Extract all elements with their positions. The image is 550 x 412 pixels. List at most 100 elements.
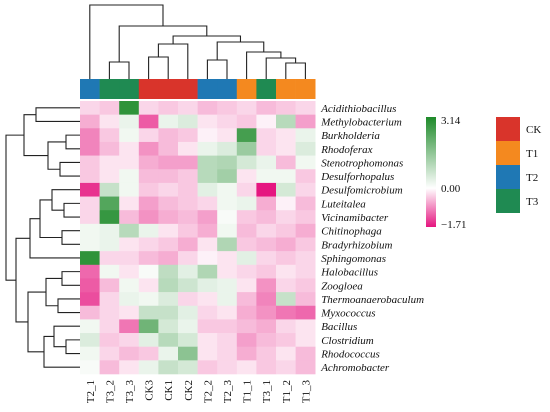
- heatmap-cell: [119, 264, 140, 279]
- group-bar-cell: [119, 79, 140, 99]
- heatmap-cell: [138, 114, 159, 129]
- heatmap-cell: [99, 128, 120, 143]
- heatmap-cell: [197, 333, 218, 347]
- row-dendrogram: [5, 107, 80, 368]
- dendrogram-branch: [157, 43, 189, 79]
- column-label: T3_2: [104, 380, 116, 403]
- heatmap-cell: [158, 333, 179, 347]
- dendrogram-branch: [89, 4, 164, 79]
- heatmap-cell: [138, 346, 159, 361]
- heatmap-cell: [158, 251, 179, 266]
- heatmap-cell: [197, 346, 218, 361]
- heatmap-cell: [158, 128, 179, 143]
- group-bar-cell: [276, 79, 296, 99]
- heatmap-cell: [236, 360, 257, 375]
- heatmap-cell: [295, 360, 316, 375]
- heatmap-cell: [276, 182, 296, 197]
- heatmap-cell: [276, 210, 296, 225]
- column-label: CK3: [144, 380, 156, 401]
- heatmap-cell: [256, 141, 277, 156]
- heatmap-cell: [217, 360, 238, 375]
- heatmap-cell: [119, 292, 140, 307]
- heatmap-cell: [158, 155, 179, 170]
- heatmap-cell: [119, 333, 140, 347]
- column-label: T1_2: [281, 380, 293, 403]
- heatmap-cell: [295, 305, 316, 320]
- group-legend: CK T1 T2 T3: [496, 117, 541, 213]
- heatmap-cell: [119, 101, 140, 115]
- heatmap-cell: [99, 237, 120, 252]
- heatmap-cell: [276, 196, 296, 211]
- heatmap-cell: [138, 155, 159, 170]
- heatmap-cell: [80, 128, 100, 143]
- color-scale-tick-label: 3.14: [441, 115, 461, 127]
- heatmap-cell: [138, 251, 159, 266]
- heatmap-cell: [138, 101, 159, 115]
- heatmap-cell: [119, 278, 140, 293]
- heatmap-cell: [138, 264, 159, 279]
- heatmap-cell: [99, 182, 120, 197]
- heatmap-cell: [178, 210, 198, 225]
- row-label: Stenotrophomonas: [321, 157, 403, 169]
- heatmap-cell: [276, 278, 296, 293]
- heatmap-cell: [217, 196, 238, 211]
- heatmap-cell: [138, 210, 159, 225]
- heatmap-cell: [276, 169, 296, 184]
- heatmap-cell: [119, 223, 140, 238]
- heatmap-cell: [276, 141, 296, 156]
- heatmap-cell: [99, 264, 120, 279]
- dendrogram-branch: [148, 56, 169, 79]
- row-label: Thermoanaerobaculum: [321, 294, 424, 306]
- heatmap-cell: [158, 182, 179, 197]
- heatmap-cell: [256, 305, 277, 320]
- heatmap-cell: [236, 196, 257, 211]
- group-legend-swatch: [496, 117, 520, 141]
- heatmap-cell: [119, 196, 140, 211]
- heatmap-cell: [236, 210, 257, 225]
- heatmap-cell: [178, 182, 198, 197]
- heatmap-cell: [276, 101, 296, 115]
- heatmap-cell: [197, 141, 218, 156]
- heatmap-cell: [295, 223, 316, 238]
- heatmap-cell: [158, 210, 179, 225]
- row-label: Bradyrhizobium: [321, 239, 392, 251]
- heatmap-cell: [158, 114, 179, 129]
- heatmap-cell: [138, 237, 159, 252]
- heatmap-cell: [256, 319, 277, 334]
- heatmap-cell: [217, 319, 238, 334]
- heatmap-cell: [158, 319, 179, 334]
- heatmap-cell: [80, 141, 100, 156]
- heatmap-cell: [197, 210, 218, 225]
- column-dendrogram: [89, 4, 306, 79]
- column-label: T2_1: [85, 380, 97, 403]
- heatmap-cell: [99, 114, 120, 129]
- dendrogram-branch: [43, 335, 80, 368]
- heatmap-cell: [276, 292, 296, 307]
- heatmap-cell: [276, 251, 296, 266]
- heatmap-cell: [236, 346, 257, 361]
- heatmap-cell: [158, 278, 179, 293]
- heatmap-cell: [217, 141, 238, 156]
- heatmap-cell: [178, 360, 198, 375]
- heatmap-cell: [256, 101, 277, 115]
- heatmap-cell: [295, 169, 316, 184]
- heatmap-cell: [80, 223, 100, 238]
- heatmap-cell: [295, 101, 316, 115]
- heatmap-cell: [178, 319, 198, 334]
- heatmap-cell: [256, 278, 277, 293]
- heatmap-cell: [138, 292, 159, 307]
- heatmap-cell: [256, 210, 277, 225]
- heatmap-cell: [178, 169, 198, 184]
- row-label: Chitinophaga: [321, 226, 382, 238]
- heatmap-cell: [217, 114, 238, 129]
- heatmap-cell: [158, 196, 179, 211]
- dendrogram-branch: [65, 134, 80, 150]
- heatmap-cell: [99, 360, 120, 375]
- heatmap-cell: [158, 360, 179, 375]
- heatmap-cell: [276, 305, 296, 320]
- heatmap-cell: [197, 319, 218, 334]
- column-label: T2_2: [202, 380, 214, 403]
- column-label: T3_1: [261, 380, 273, 403]
- heatmap-cell: [119, 141, 140, 156]
